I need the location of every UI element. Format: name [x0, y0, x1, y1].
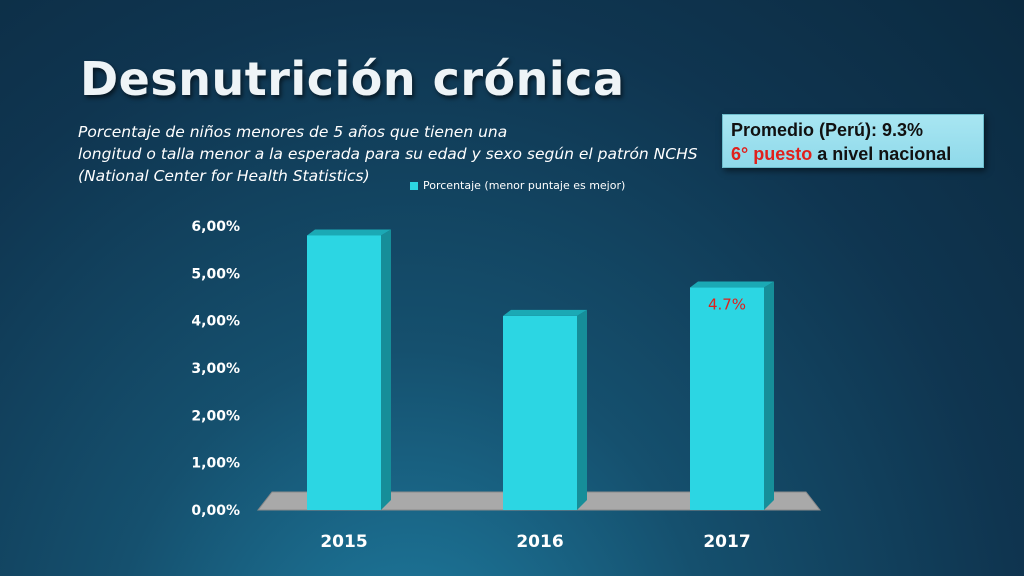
bar-top	[307, 229, 391, 236]
x-tick-label: 2016	[516, 532, 563, 552]
legend-swatch	[410, 181, 418, 190]
x-tick-label: 2015	[320, 532, 367, 552]
ranking-rest: a nivel nacional	[812, 144, 952, 164]
bar	[307, 229, 391, 510]
y-tick-label: 2,00%	[191, 408, 240, 424]
bar-side	[577, 309, 587, 510]
bar-side	[764, 281, 774, 510]
y-tick-label: 0,00%	[191, 503, 240, 519]
bar-front	[690, 287, 764, 510]
y-tick-label: 5,00%	[191, 266, 240, 282]
average-text: Promedio (Perú): 9.3%	[731, 120, 924, 140]
chart-legend: Porcentaje (menor puntaje es mejor)	[410, 179, 625, 192]
y-tick-label: 4,00%	[191, 314, 240, 330]
bar-top	[503, 309, 587, 316]
bar-front	[307, 235, 381, 510]
ranking-text: 6° puesto a nivel nacional	[731, 142, 975, 166]
page-title: Desnutrición crónica	[80, 52, 625, 106]
bar-front	[503, 315, 577, 510]
average-info-box: Promedio (Perú): 9.3% 6° puesto a nivel …	[722, 114, 984, 168]
bar-top	[690, 281, 774, 288]
bar	[690, 281, 774, 510]
ranking-highlight: 6° puesto	[731, 144, 813, 164]
chart-subtitle: Porcentaje de niños menores de 5 años qu…	[78, 121, 718, 187]
legend-label: Porcentaje (menor puntaje es mejor)	[423, 179, 626, 192]
bar-side	[381, 229, 391, 510]
subtitle-line: longitud o talla menor a la esperada par…	[78, 145, 698, 163]
y-tick-label: 6,00%	[191, 219, 240, 235]
subtitle-line: (National Center for Health Statistics)	[78, 167, 370, 185]
y-tick-label: 1,00%	[191, 456, 240, 472]
subtitle-line: Porcentaje de niños menores de 5 años qu…	[78, 123, 508, 141]
bar	[503, 309, 587, 510]
data-label: 4.7%	[708, 296, 746, 314]
y-tick-label: 3,00%	[191, 361, 240, 377]
x-tick-label: 2017	[703, 532, 750, 552]
